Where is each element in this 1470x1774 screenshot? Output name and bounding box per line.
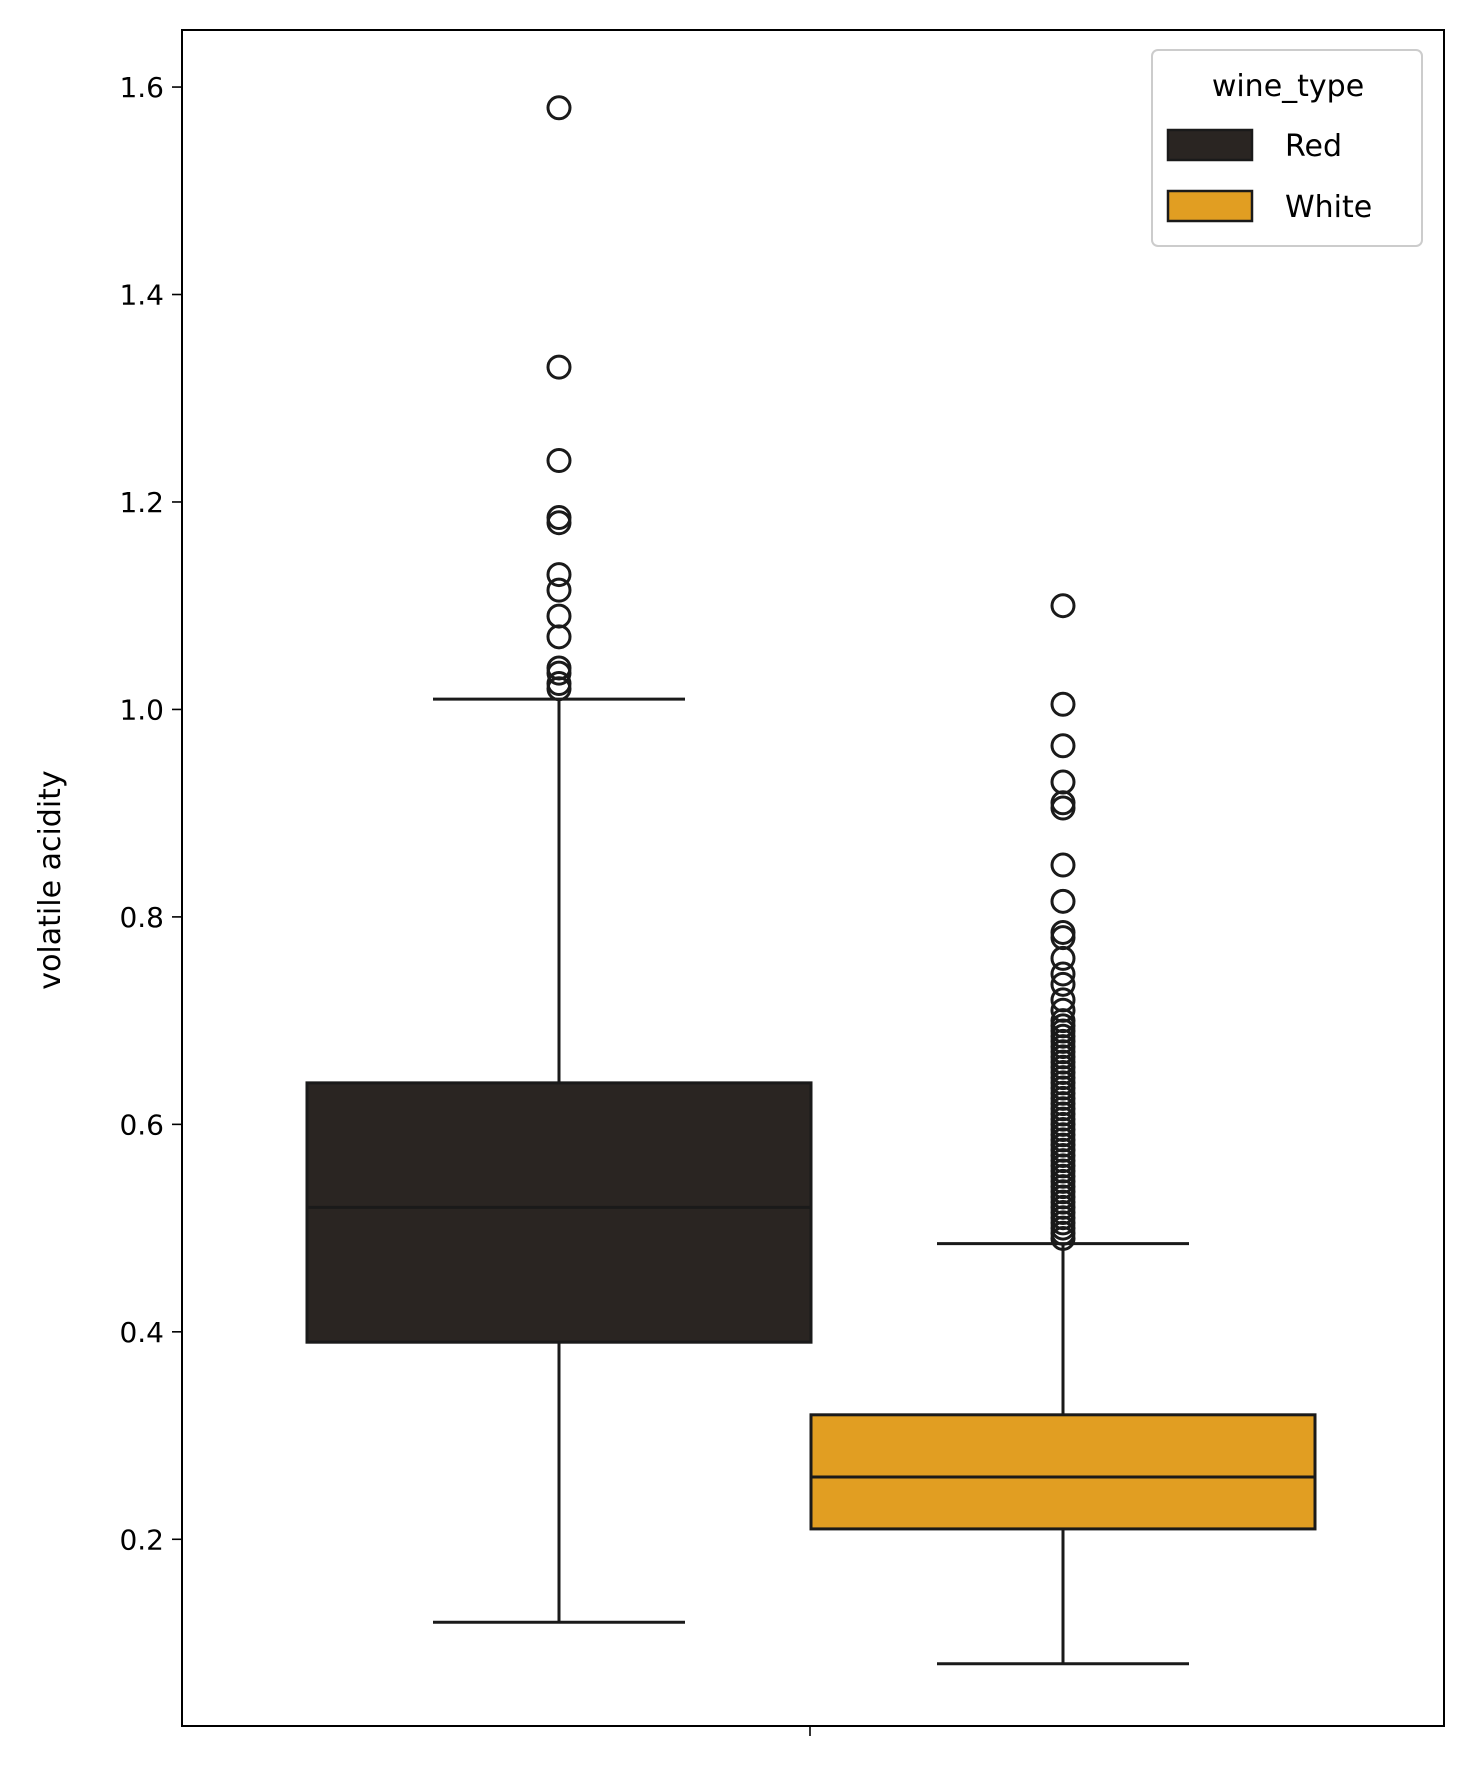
outlier-point xyxy=(546,562,572,588)
box-red xyxy=(305,95,813,1624)
plot-frame xyxy=(181,29,1445,1727)
outlier-point xyxy=(546,660,572,686)
outlier-point xyxy=(1050,852,1076,878)
y-tick-label: 1.4 xyxy=(119,279,164,312)
iqr-box xyxy=(809,1413,1317,1531)
legend-title: wine_type xyxy=(1212,69,1364,104)
outlier-point xyxy=(546,447,572,473)
outlier-point xyxy=(546,354,572,380)
y-tick-label: 0.6 xyxy=(119,1108,164,1141)
y-tick-label: 0.2 xyxy=(119,1523,164,1556)
legend[interactable]: wine_type Red White xyxy=(1151,49,1423,247)
outlier-point xyxy=(1050,795,1076,821)
y-axis-label: volatile acidity xyxy=(33,770,68,989)
outlier-point xyxy=(1050,888,1076,914)
y-tick-label: 1.2 xyxy=(119,486,164,519)
outlier-point xyxy=(1050,593,1076,619)
outlier-point xyxy=(1050,733,1076,759)
outlier-point xyxy=(1050,971,1076,997)
outlier-point xyxy=(546,624,572,650)
legend-items: Red White xyxy=(1166,128,1372,225)
outlier-point xyxy=(1050,945,1076,971)
y-axis: 0.2 0.4 0.6 0.8 1.0 1.2 1.4 1.6 xyxy=(119,71,182,1556)
outlier-point xyxy=(546,95,572,121)
y-tick-label: 0.8 xyxy=(119,901,164,934)
legend-swatch xyxy=(1166,128,1254,162)
legend-label: White xyxy=(1285,190,1372,225)
legend-label: Red xyxy=(1285,129,1342,164)
legend-swatch xyxy=(1166,189,1254,223)
y-tick-label: 1.0 xyxy=(119,693,164,726)
iqr-box xyxy=(305,1081,813,1344)
outlier-point xyxy=(1050,961,1076,987)
outlier-point xyxy=(1050,1225,1076,1251)
y-tick-label: 0.4 xyxy=(119,1316,164,1349)
outlier-point xyxy=(546,676,572,702)
box-white xyxy=(809,593,1317,1666)
y-tick-label: 1.6 xyxy=(119,71,164,104)
outlier-point xyxy=(1050,691,1076,717)
boxes-layer xyxy=(305,95,1317,1666)
outlier-point xyxy=(546,577,572,603)
outlier-point xyxy=(546,510,572,536)
